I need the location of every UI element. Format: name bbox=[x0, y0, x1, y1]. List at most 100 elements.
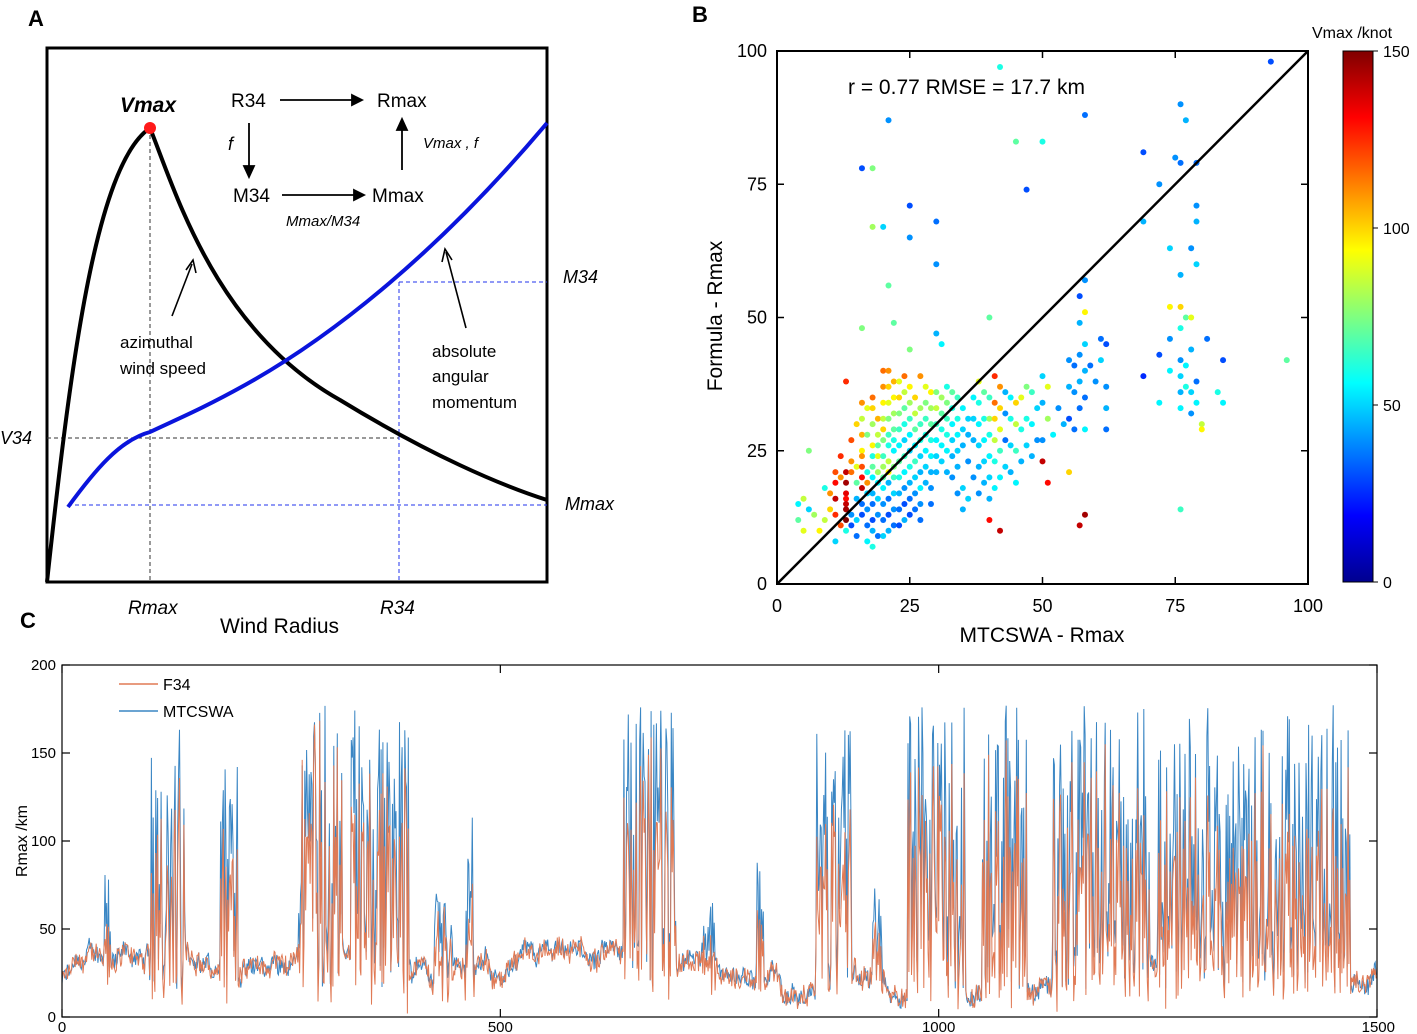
scatter-point bbox=[986, 495, 993, 502]
panel-label-c: C bbox=[20, 608, 36, 633]
scatter-point bbox=[991, 373, 998, 380]
scatter-point bbox=[1023, 442, 1030, 449]
scatter-point bbox=[885, 117, 892, 124]
scatter-point bbox=[874, 495, 881, 502]
scatter-point bbox=[959, 442, 966, 449]
scatter-point bbox=[933, 330, 940, 337]
scatter-point bbox=[1018, 426, 1025, 433]
scatter-point bbox=[853, 495, 860, 502]
scatter-point bbox=[1087, 362, 1094, 369]
azimuthal-arrow bbox=[171, 263, 193, 317]
scatter-point bbox=[901, 469, 908, 476]
scatter-point bbox=[1193, 399, 1200, 406]
scatter-point bbox=[1188, 245, 1195, 252]
scatter-point bbox=[1166, 245, 1173, 252]
scatter-point bbox=[901, 517, 908, 524]
scatter-points bbox=[795, 58, 1290, 550]
scatter-point bbox=[1177, 325, 1184, 332]
scatter-point bbox=[864, 522, 871, 529]
scatter-point bbox=[1007, 394, 1014, 401]
scatter-point bbox=[1012, 479, 1019, 486]
scatter-point bbox=[795, 517, 802, 524]
panel-label-b: B bbox=[692, 2, 708, 27]
scatter-point bbox=[1177, 159, 1184, 166]
scatter-point bbox=[800, 527, 807, 534]
scatter-point bbox=[896, 378, 903, 385]
scatter-point bbox=[858, 474, 865, 481]
scatter-point bbox=[1177, 303, 1184, 310]
scatter-point bbox=[874, 511, 881, 518]
x-tick-label: 500 bbox=[488, 1019, 513, 1034]
scatter-point bbox=[1081, 394, 1088, 401]
scatter-point bbox=[917, 405, 924, 412]
scatter-annotation: r = 0.77 RMSE = 17.7 km bbox=[848, 76, 1085, 99]
scatter-point bbox=[954, 394, 961, 401]
scatter-point bbox=[949, 474, 956, 481]
scatter-point bbox=[1066, 469, 1073, 476]
scatter-point bbox=[843, 479, 850, 486]
scatter-point bbox=[933, 405, 940, 412]
scatter-point bbox=[906, 495, 913, 502]
scatter-point bbox=[970, 437, 977, 444]
scatter-point bbox=[858, 325, 865, 332]
y-tick-label: 100 bbox=[31, 833, 56, 850]
scatter-point bbox=[1007, 469, 1014, 476]
scatter-point bbox=[917, 421, 924, 428]
scatter-point bbox=[853, 517, 860, 524]
scatter-point bbox=[858, 165, 865, 172]
scatter-point bbox=[1044, 479, 1051, 486]
scatter-point bbox=[1066, 357, 1073, 364]
scatter-point bbox=[917, 485, 924, 492]
scatter-point bbox=[970, 394, 977, 401]
scatter-point bbox=[885, 367, 892, 374]
scatter-point bbox=[1039, 373, 1046, 380]
azimuthal-wind-curve bbox=[45, 124, 548, 583]
scatter-point bbox=[997, 383, 1004, 390]
scatter-point bbox=[1007, 415, 1014, 422]
r34-tick: R34 bbox=[380, 598, 415, 619]
scatter-point bbox=[1039, 437, 1046, 444]
colorbar-tick-label: 100 bbox=[1383, 221, 1410, 238]
scatter-point bbox=[885, 527, 892, 534]
scatter-point bbox=[880, 453, 887, 460]
scatter-point bbox=[981, 437, 988, 444]
scatter-point bbox=[927, 437, 934, 444]
scatter-point bbox=[843, 506, 850, 513]
scatter-xlabel: MTCSWA - Rmax bbox=[960, 624, 1125, 647]
scatter-ticks: 0 25 50 75 100 0 25 50 75 100 bbox=[737, 41, 1323, 616]
scatter-point bbox=[981, 479, 988, 486]
scatter-point bbox=[991, 485, 998, 492]
scatter-point bbox=[1283, 357, 1290, 364]
scatter-point bbox=[1018, 458, 1025, 465]
scatter-point bbox=[965, 495, 972, 502]
scatter-point bbox=[991, 399, 998, 406]
scatter-point bbox=[933, 453, 940, 460]
scatter-point bbox=[917, 517, 924, 524]
scatter-point bbox=[906, 202, 913, 209]
scatter-point bbox=[795, 501, 802, 508]
scatter-point bbox=[949, 421, 956, 428]
identity-line bbox=[776, 50, 1309, 585]
scatter-point bbox=[885, 442, 892, 449]
scatter-point bbox=[1182, 362, 1189, 369]
scatter-ylabel: Formula - Rmax bbox=[704, 240, 727, 391]
scatter-point bbox=[880, 517, 887, 524]
scatter-point bbox=[943, 399, 950, 406]
scatter-point bbox=[1182, 383, 1189, 390]
scatter-point bbox=[1044, 415, 1051, 422]
scatter-point bbox=[858, 431, 865, 438]
scatter-point bbox=[975, 463, 982, 470]
scatter-point bbox=[1023, 383, 1030, 390]
scatter-point bbox=[890, 506, 897, 513]
scatter-point bbox=[848, 458, 855, 465]
scatter-point bbox=[1012, 447, 1019, 454]
scatter-point bbox=[869, 421, 876, 428]
panel-label-a: A bbox=[28, 6, 44, 31]
x-tick-label: 0 bbox=[772, 596, 782, 616]
scatter-point bbox=[869, 453, 876, 460]
panel-b: B 0 25 50 75 100 0 25 50 75 100 r = 0.77 RMSE = 1… bbox=[692, 2, 1410, 647]
scatter-point bbox=[933, 437, 940, 444]
scatter-point bbox=[885, 479, 892, 486]
scatter-point bbox=[1193, 202, 1200, 209]
scatter-point bbox=[853, 421, 860, 428]
